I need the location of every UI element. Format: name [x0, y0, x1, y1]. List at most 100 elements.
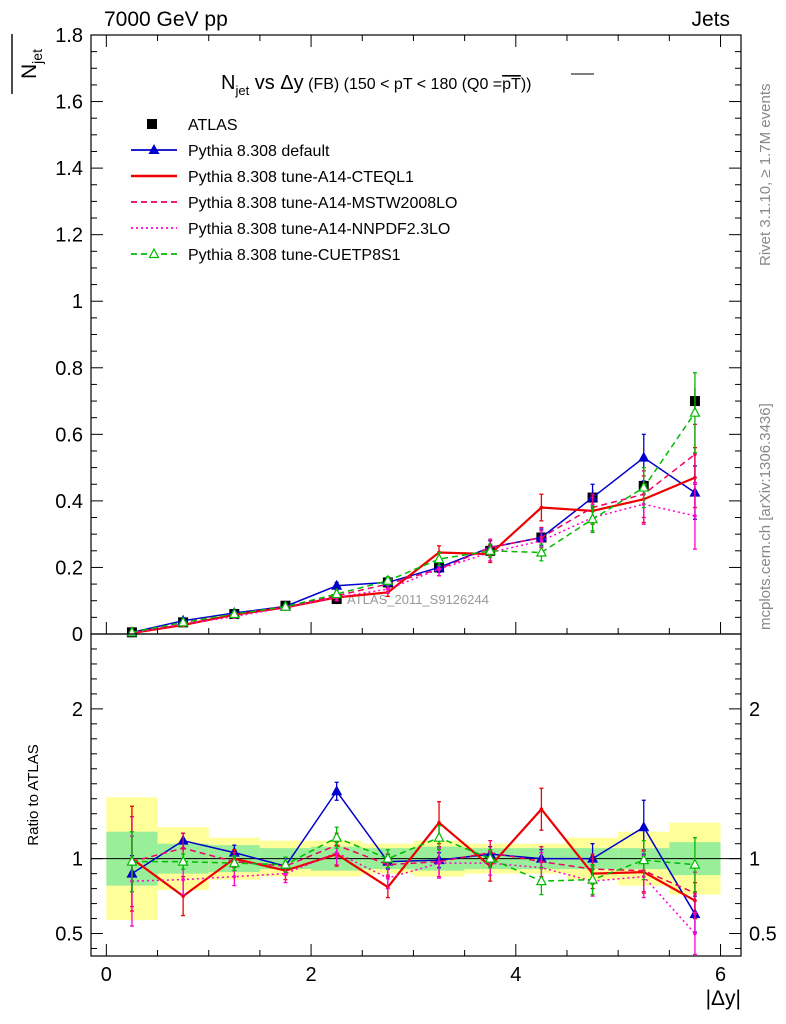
y-tick-label: 0.4	[55, 491, 83, 513]
data-point	[279, 600, 291, 611]
y-tick-label: 2	[72, 699, 83, 721]
legend-label: Pythia 8.308 tune-A14-CTEQL1	[188, 169, 414, 186]
series-line	[131, 503, 696, 634]
ratio-y-axis-label: Ratio to ATLAS	[25, 744, 42, 845]
y-tick-label: 0.6	[55, 424, 83, 446]
y-tick-label: 0.2	[55, 557, 83, 579]
legend-marker	[147, 119, 157, 129]
data-point	[539, 539, 544, 543]
data-point	[126, 855, 138, 866]
data-point	[693, 931, 697, 936]
data-point	[228, 607, 240, 619]
data-point	[331, 785, 343, 796]
energy-label: 7000 GeV pp	[104, 8, 228, 31]
data-point	[638, 853, 650, 865]
legend-entry: Pythia 8.308 tune-A14-MSTW2008LO	[131, 195, 457, 212]
x-tick-label: 4	[510, 964, 521, 986]
legend-entry: Pythia 8.308 tune-A14-CTEQL1	[131, 169, 414, 186]
y-tick-label: 1.8	[55, 25, 83, 47]
analysis-watermark: ATLAS_2011_S9126244	[347, 592, 489, 607]
legend: ATLAS Pythia 8.308 default Pythia 8.308 tu…	[131, 117, 457, 264]
y-tick-label: 0.8	[55, 358, 83, 380]
ratio-series	[126, 825, 701, 896]
main-series	[126, 372, 701, 637]
y-axis-label-text: Njet	[18, 49, 45, 79]
data-point	[689, 406, 701, 417]
series-line	[131, 412, 696, 634]
y-tick-label: 0	[72, 624, 83, 646]
legend-entry: ATLAS	[147, 117, 238, 134]
y-axis-label: Njet	[11, 34, 45, 94]
data-point	[382, 852, 394, 863]
process-label: Jets	[691, 8, 730, 31]
data-point	[232, 874, 237, 879]
data-point	[433, 552, 445, 564]
data-point	[535, 874, 547, 886]
series-line	[131, 807, 696, 902]
data-point	[539, 505, 544, 510]
x-tick-label: 2	[306, 964, 317, 986]
data-point	[638, 451, 650, 462]
data-point	[228, 856, 240, 868]
ratio-panel: 0.5 0.5 1 1 2 2 0 2 4 6|Δy| Ratio to ATLAS	[25, 633, 777, 1010]
legend-label: Pythia 8.308 tune-A14-MSTW2008LO	[188, 195, 457, 212]
data-point	[433, 831, 445, 842]
data-point	[177, 616, 189, 627]
data-point	[484, 852, 496, 863]
legend-label: ATLAS	[188, 117, 238, 134]
chart-labels: Njet Njet vs Δy (FB) (150 < pT < 180 (Q0 …	[11, 34, 594, 98]
data-point	[334, 850, 339, 855]
series-line	[131, 789, 696, 915]
chart-title: Njet vs Δy (FB) (150 < pT < 180 (Q0 =pT)…	[221, 72, 531, 98]
legend-label: Pythia 8.308 default	[188, 143, 330, 160]
rivet-version-label: Rivet 3.1.10, ≥ 1.7M events	[757, 83, 774, 267]
data-point	[693, 452, 697, 457]
y-tick-label: 1.2	[55, 225, 83, 247]
series-line	[131, 844, 696, 894]
data-point	[181, 846, 185, 850]
legend-label: Pythia 8.308 tune-A14-NNPDF2.3LO	[188, 221, 450, 238]
y-tick-label-right: 0.5	[749, 924, 777, 946]
y-tick-label: 0.5	[55, 924, 83, 946]
data-point	[437, 567, 441, 571]
x-axis-label: |Δy|	[706, 987, 741, 1010]
data-point	[279, 858, 291, 869]
data-point	[587, 873, 599, 884]
data-point	[638, 821, 650, 832]
y-tick-label: 1	[72, 849, 83, 871]
y-tick-label-right: 2	[749, 699, 760, 721]
data-point	[539, 807, 544, 812]
data-point	[535, 546, 547, 557]
data-point	[437, 820, 441, 825]
data-point	[638, 481, 650, 492]
x-tick-label: 0	[101, 964, 112, 986]
y-tick-label: 1.4	[55, 158, 83, 180]
data-point	[484, 544, 496, 555]
legend-marker	[148, 144, 160, 154]
mcplots-label: mcplots.cern.ch [arXiv:1306.3436]	[757, 403, 774, 630]
ratio-frame	[90, 633, 742, 957]
legend-label: Pythia 8.308 tune-CUETP8S1	[188, 247, 401, 264]
legend-marker	[148, 247, 160, 259]
x-tick-label: 6	[715, 964, 726, 986]
data-point	[587, 512, 599, 524]
y-tick-label: 1.6	[55, 92, 83, 114]
data-point	[693, 514, 697, 518]
legend-entry: Pythia 8.308 tune-A14-NNPDF2.3LO	[131, 221, 450, 238]
y-tick-label: 1	[72, 291, 83, 313]
data-point	[386, 587, 390, 591]
data-point	[331, 587, 343, 599]
series-line	[131, 836, 696, 882]
data-point	[437, 861, 441, 865]
legend-entry: Pythia 8.308 tune-CUETP8S1	[131, 247, 401, 264]
data-point	[177, 855, 189, 866]
data-point	[331, 831, 343, 842]
data-point	[181, 877, 185, 882]
data-point	[382, 574, 394, 585]
y-tick-label-right: 1	[749, 849, 760, 871]
data-point	[331, 579, 343, 590]
series-line	[131, 456, 696, 634]
series-line	[131, 476, 696, 635]
data-point	[689, 858, 701, 869]
